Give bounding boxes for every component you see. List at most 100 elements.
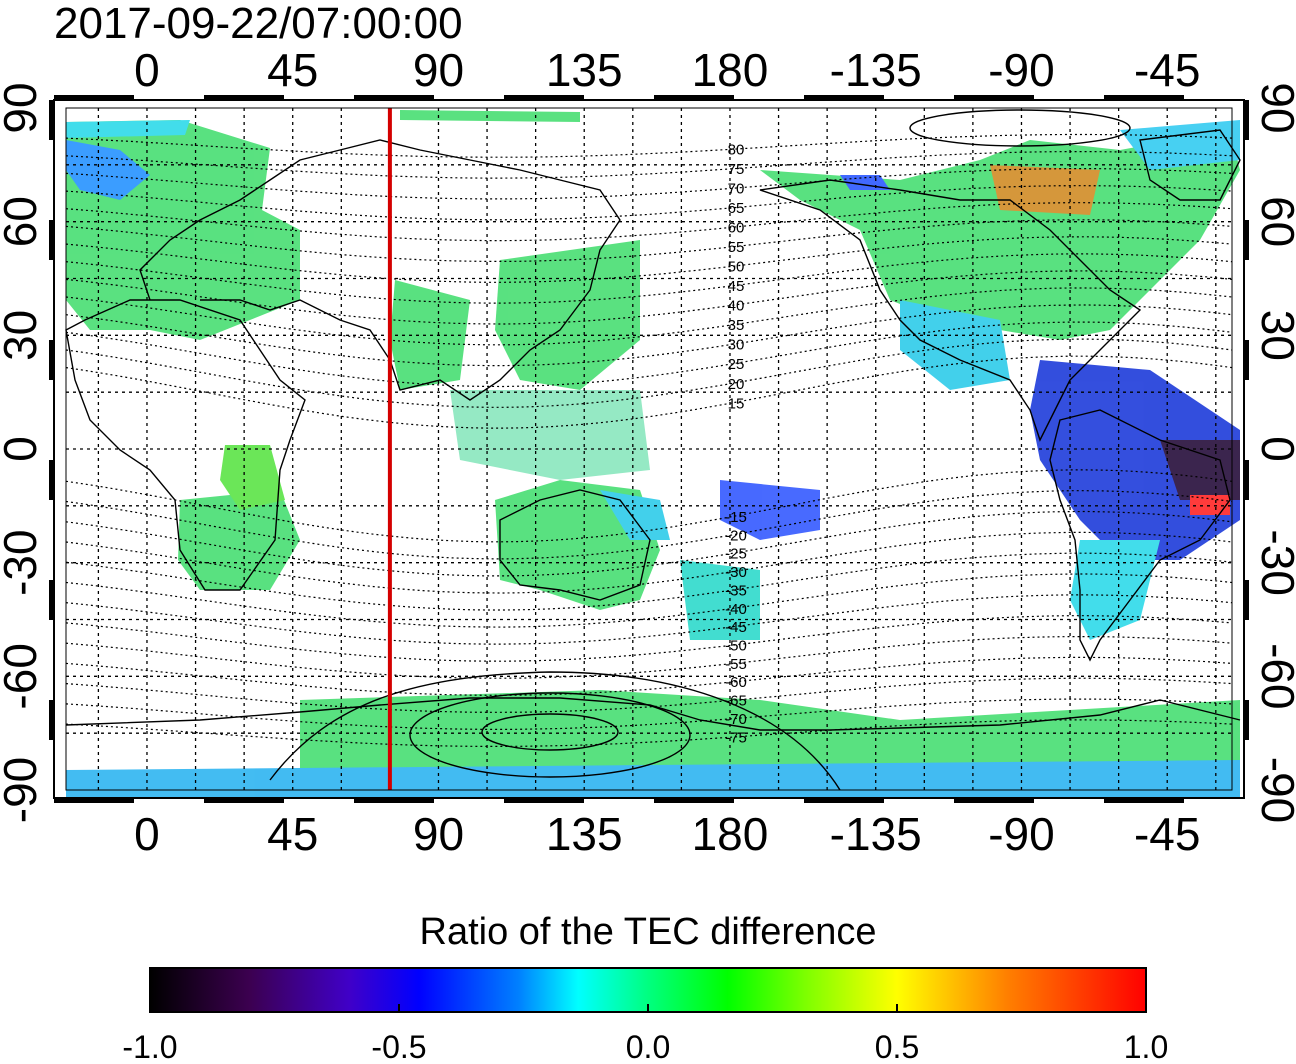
colorbar-tick-label: -0.5: [371, 1029, 426, 1064]
pole-contour-middle: [409, 692, 691, 778]
lat-tick-label-left: 90: [0, 82, 46, 133]
coast-south-america: [1049, 409, 1231, 662]
lat-tick-label-left: -60: [0, 643, 46, 709]
mlat-contour: [65, 321, 1233, 388]
mlat-contour-label: 50: [728, 259, 745, 276]
pole-contour-outer: [269, 671, 841, 791]
tec-region-south-america-north: [1030, 360, 1240, 560]
tec-region-southeast-asia: [450, 390, 650, 480]
mlat-contour: [65, 594, 1233, 645]
right-latitude-ticks: 90 60 30 0 -30 -60 -90: [1252, 82, 1296, 823]
mlat-contour-label: 75: [728, 161, 745, 178]
mlat-contour-label: 55: [728, 239, 745, 256]
mlat-contour: [65, 615, 1233, 662]
tec-region-new-zealand: [680, 560, 760, 640]
coast-europe: [139, 139, 621, 401]
pole-contour-inner: [481, 713, 619, 751]
lon-tick-label-top: -90: [988, 44, 1054, 96]
tec-region-greenland: [1120, 120, 1240, 170]
tec-region-east-asia: [495, 240, 640, 390]
mlat-contour: [65, 490, 1233, 560]
lon-tick-label-top: 90: [413, 44, 464, 96]
mlat-contour-label: -55: [725, 656, 747, 673]
mlat-contour: [65, 552, 1233, 611]
mlat-contour: [65, 510, 1233, 577]
mlat-contour: [65, 677, 1233, 713]
tec-region-arctic-europe: [66, 120, 190, 138]
lat-tick-label-right: 0: [1252, 436, 1296, 462]
tec-region-pacific-blue: [720, 480, 820, 540]
mlat-contour-label: -35: [725, 582, 747, 599]
colorbar: Ratio of the TEC difference -1.0 -0.5 0.0 0…: [122, 911, 1168, 1064]
lon-tick-label-top: 180: [692, 44, 769, 96]
lon-tick-label-bottom: 180: [692, 808, 769, 860]
mlat-contour-label: 80: [728, 141, 745, 158]
mlat-contour-label: -15: [725, 509, 747, 526]
mlat-contour-label: 40: [728, 298, 745, 315]
lat-tick-label-right: -90: [1252, 757, 1296, 823]
lat-tick-label-right: -30: [1252, 529, 1296, 595]
mlat-contour-label: 15: [728, 395, 745, 412]
tec-region-south-pole: [66, 760, 1240, 798]
colorbar-tick-label: 0.0: [626, 1029, 670, 1064]
lat-tick-label-left: -90: [0, 757, 46, 823]
mlat-contour-label: 60: [728, 220, 745, 237]
contour-labels: 80 75 70 65 60 55 50 45 40 35 30 25 20 15 -15-20 -25-30…: [725, 141, 747, 746]
coast-antarctica: [65, 697, 1241, 731]
lon-tick-label-bottom: -135: [830, 808, 922, 860]
lon-tick-label-top: 45: [267, 44, 318, 96]
lat-tick-label-right: -60: [1252, 643, 1296, 709]
mlat-contour-label: -30: [725, 564, 747, 581]
tec-region-brazil-dark: [1160, 440, 1240, 500]
lon-tick-label-top: 135: [546, 44, 623, 96]
coast-australia: [499, 489, 651, 601]
mlat-contour: [65, 185, 1233, 221]
mlat-contour: [65, 573, 1233, 628]
tec-region-north-pole: [400, 110, 580, 122]
top-longitude-ticks: 0 45 90 135 180 -135 -90 -45: [134, 44, 1200, 96]
mlat-contour: [65, 270, 1233, 325]
lat-tick-label-right: 60: [1252, 196, 1296, 247]
mlat-contour-label: 65: [728, 200, 745, 217]
tec-region-brazil-red: [1190, 495, 1230, 515]
tec-region-central-africa: [220, 445, 285, 510]
colorbar-tick-label: 1.0: [1124, 1029, 1168, 1064]
mlat-contour-label: -25: [725, 546, 747, 563]
lon-tick-label-bottom: -90: [988, 808, 1054, 860]
tec-region-south-america-south: [1070, 540, 1160, 640]
mlat-contour: [65, 236, 1233, 283]
lat-tick-label-left: 0: [0, 436, 46, 462]
lat-tick-label-left: 30: [0, 310, 46, 361]
lat-tick-label-left: -30: [0, 529, 46, 595]
lat-tick-label-right: 30: [1252, 310, 1296, 361]
map-plot-area: [49, 95, 1249, 803]
mlat-contour-label: -75: [725, 729, 747, 746]
colorbar-tick-label: -1.0: [122, 1029, 177, 1064]
colorbar-title: Ratio of the TEC difference: [420, 911, 877, 953]
lon-tick-label-bottom: 135: [546, 808, 623, 860]
colorbar-ticks: -1.0 -0.5 0.0 0.5 1.0: [122, 1004, 1168, 1064]
lat-tick-label-left: 60: [0, 196, 46, 247]
lon-tick-label-bottom: 45: [267, 808, 318, 860]
lat-tick-label-right: 90: [1252, 82, 1296, 133]
tec-region-south-africa: [178, 490, 300, 590]
lon-tick-label-top: 0: [134, 44, 160, 96]
tec-region-canada-red: [990, 165, 1100, 215]
mlat-contour-label: -70: [725, 711, 747, 728]
tec-region-scandinavia: [66, 140, 150, 200]
mlat-contour-label: -45: [725, 619, 747, 636]
mlat-contour: [65, 304, 1233, 367]
magnetic-latitude-contours: [65, 133, 1233, 747]
mlat-contour-label: -60: [725, 674, 747, 691]
coast-north-america: [759, 179, 1142, 442]
map-inner-frame: [65, 107, 1233, 791]
mlat-contour-label: 30: [728, 337, 745, 354]
left-latitude-ticks: 90 60 30 0 -30 -60 -90: [0, 82, 46, 823]
mlat-contour-label: 25: [728, 356, 745, 373]
lon-tick-label-top: -135: [830, 44, 922, 96]
mlat-contour-label: 70: [728, 180, 745, 197]
mlat-contour-label: -50: [725, 637, 747, 654]
mlat-contour-label: -40: [725, 601, 747, 618]
tec-ratio-field: [66, 110, 1240, 798]
